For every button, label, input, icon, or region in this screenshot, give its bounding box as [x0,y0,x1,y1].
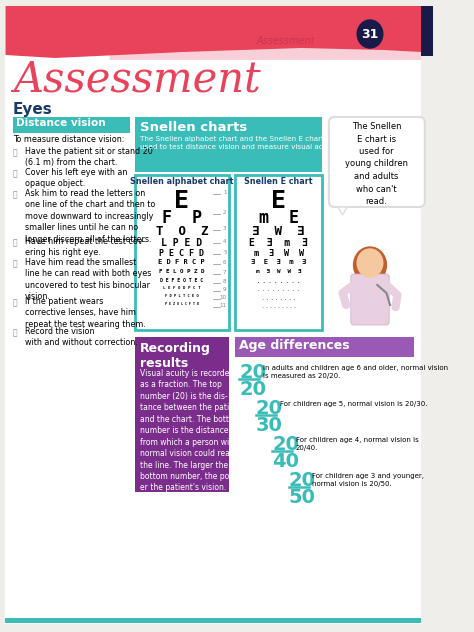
Text: L P E D: L P E D [161,238,202,248]
Text: 👋: 👋 [13,298,18,307]
Text: 20: 20 [239,380,266,399]
Text: For children age 5, normal vision is 20/30.: For children age 5, normal vision is 20/… [280,401,427,407]
Text: Snellen alphabet chart: Snellen alphabet chart [130,177,234,186]
Text: Have the patient sit or stand 20'
(6.1 m) from the chart.: Have the patient sit or stand 20' (6.1 m… [25,147,155,167]
Text: F E L O P Z D: F E L O P Z D [159,269,205,274]
Text: . . . . . . . .: . . . . . . . . [257,279,300,284]
Text: m  Ǝ  W  W: m Ǝ W W [254,249,304,258]
Bar [6,618,421,623]
Text: 50: 50 [289,488,316,507]
Text: If the patient wears
corrective lenses, have him
repeat the test wearing them.: If the patient wears corrective lenses, … [25,297,146,329]
Text: 4: 4 [223,239,227,244]
Text: In adults and children age 6 and older, normal vision
is measured as 20/20.: In adults and children age 6 and older, … [263,365,448,379]
Text: E: E [174,189,189,213]
Polygon shape [338,207,347,215]
Text: 👋: 👋 [13,238,18,247]
Text: 5: 5 [223,250,227,255]
Text: D E F E O T E C: D E F E O T E C [160,278,203,283]
Text: 👋: 👋 [13,148,18,157]
Text: 👋: 👋 [13,259,18,268]
Polygon shape [109,44,421,60]
Text: m  E: m E [259,209,299,227]
Text: The Snellen alphabet chart and the Snellen E chart are
used to test distance vis: The Snellen alphabet chart and the Snell… [140,136,338,150]
Text: The Snellen
E chart is
used for
young children
and adults
who can't
read.: The Snellen E chart is used for young ch… [345,122,408,206]
Text: . . . . . . . . .: . . . . . . . . . [262,305,296,309]
Text: Cover his left eye with an
opaque object.: Cover his left eye with an opaque object… [25,168,127,188]
FancyBboxPatch shape [329,117,425,207]
Text: 9: 9 [223,287,227,292]
Text: 👋: 👋 [13,169,18,178]
Text: 30: 30 [256,416,283,435]
Text: E D F R C P: E D F R C P [158,259,205,265]
Text: 2: 2 [223,210,227,215]
Text: Visual acuity is recorded
as a fraction. The top
number (20) is the dis-
tance b: Visual acuity is recorded as a fraction.… [140,369,242,492]
Text: m  Ǝ  W  W  Ǝ: m Ǝ W W Ǝ [256,269,301,274]
Text: 1: 1 [223,190,227,195]
Text: F  P: F P [162,209,202,227]
Text: 👋: 👋 [13,190,18,199]
Text: Have him read the smallest
line he can read with both eyes
uncovered to test his: Have him read the smallest line he can r… [25,258,151,301]
Text: 6: 6 [223,260,227,265]
Text: Eyes: Eyes [13,102,53,117]
Text: Record the vision
with and without correction.: Record the vision with and without corre… [25,327,137,348]
Text: 11: 11 [219,303,227,308]
Bar [13,117,130,133]
Polygon shape [6,6,421,58]
Text: P E C F D: P E C F D [159,249,204,258]
Text: 40: 40 [272,452,299,471]
Text: Assessment: Assessment [13,58,261,100]
Text: T  O  Z: T O Z [155,225,208,238]
Text: Distance vision: Distance vision [16,118,105,128]
Text: 20: 20 [272,435,299,454]
Text: Ask him to read the letters on
one line of the chart and then to
move downward t: Ask him to read the letters on one line … [25,189,155,244]
Bar [135,175,229,330]
Text: 10: 10 [219,295,227,300]
Text: Assessment: Assessment [256,36,315,46]
Text: F D P L T C E O: F D P L T C E O [165,294,199,298]
Circle shape [354,247,386,283]
Text: 20: 20 [239,363,266,382]
Bar [135,337,229,492]
Text: Ǝ  W  Ǝ: Ǝ W Ǝ [252,225,305,238]
Text: 20: 20 [256,399,283,418]
Text: 7: 7 [223,270,227,275]
Text: Snellen charts: Snellen charts [140,121,247,134]
Text: Have him repeat the test cov-
ering his right eye.: Have him repeat the test cov- ering his … [25,237,145,257]
Text: . . . . . . . .: . . . . . . . . [262,297,295,301]
Bar [235,175,322,330]
Text: 👋: 👋 [13,328,18,337]
FancyBboxPatch shape [351,274,389,325]
Text: L E F O D P C T: L E F O D P C T [163,286,201,290]
Text: Ǝ  E  Ǝ  m  Ǝ: Ǝ E Ǝ m Ǝ [251,259,306,265]
Text: 3: 3 [223,226,227,231]
Circle shape [357,20,383,48]
Text: Age differences: Age differences [239,339,350,352]
Text: To measure distance vision:: To measure distance vision: [13,135,124,144]
Bar [135,117,322,172]
Text: E  Ǝ  m  Ǝ: E Ǝ m Ǝ [249,238,308,248]
Text: For children age 4, normal vision is
20/40.: For children age 4, normal vision is 20/… [296,437,419,451]
Text: 20: 20 [289,471,316,490]
Text: E: E [271,189,286,213]
Text: 8: 8 [223,279,227,284]
Text: P E Z O L C F T D: P E Z O L C F T D [165,302,199,306]
Bar [235,337,414,357]
Text: Recording
results: Recording results [140,342,210,370]
Text: . . . . . . . . .: . . . . . . . . . [257,288,300,292]
Bar [421,6,433,56]
Circle shape [357,249,383,277]
Text: For children age 3 and younger,
normal vision is 20/50.: For children age 3 and younger, normal v… [312,473,424,487]
Text: 31: 31 [361,28,379,40]
Text: Snellen E chart: Snellen E chart [245,177,313,186]
